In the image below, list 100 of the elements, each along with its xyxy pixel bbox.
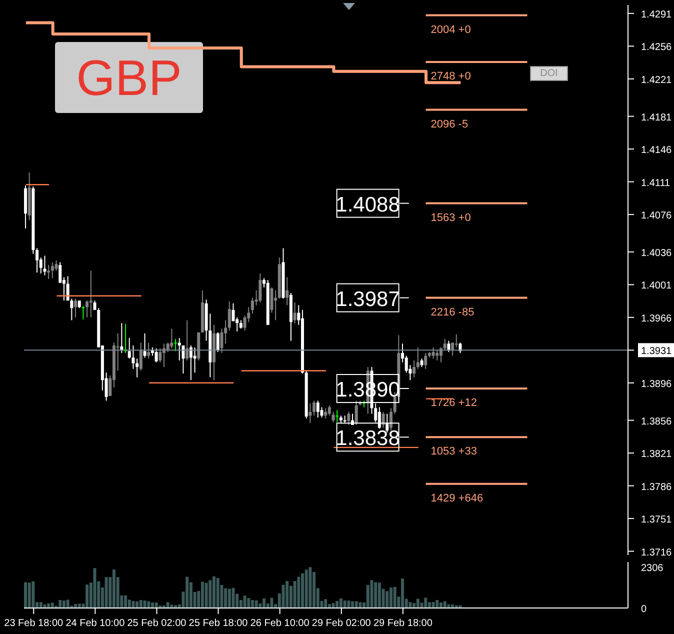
bar: [250, 600, 254, 608]
x-tick-label: 29 Feb 18:00: [373, 618, 433, 629]
candlestick: [232, 302, 235, 322]
annotation: 1563 +0: [430, 212, 471, 224]
candlestick: [143, 332, 146, 358]
candlestick: [436, 350, 439, 361]
bar: [232, 588, 235, 608]
candlestick: [174, 338, 178, 352]
bar: [154, 602, 158, 608]
candlestick: [424, 352, 428, 370]
candlestick: [443, 338, 446, 351]
bar: [389, 588, 392, 608]
y-tick-label: 1.4181: [641, 112, 672, 124]
candlestick: [316, 400, 320, 418]
bar: [28, 582, 31, 608]
candlestick: [136, 358, 139, 378]
bar: [78, 604, 81, 608]
candlestick: [147, 342, 150, 360]
bar: [228, 588, 231, 608]
candlestick: [454, 334, 458, 348]
y-tick-label: 1.4221: [641, 74, 672, 86]
bar: [308, 567, 312, 608]
candlestick: [250, 297, 254, 314]
bar: [143, 600, 146, 608]
bar: [424, 598, 428, 608]
bar: [86, 584, 89, 608]
y-tick-label: 1.3966: [641, 313, 672, 324]
candlestick: [216, 332, 220, 353]
bar: [358, 602, 362, 608]
bar: [58, 600, 62, 608]
candlestick: [270, 286, 274, 314]
bar: [170, 604, 174, 608]
bar: [39, 602, 42, 608]
candlestick: [258, 272, 262, 303]
bar: [304, 570, 308, 608]
annotation: 1053 +33: [430, 446, 477, 458]
x-tick-label: 25 Feb 02:00: [127, 618, 187, 629]
y-tick-label: 1.4146: [641, 145, 672, 156]
candlestick: [47, 264, 50, 280]
candlestick: [89, 270, 92, 318]
candlestick: [389, 408, 392, 432]
bar: [247, 598, 250, 608]
x-tick-label: 26 Feb 10:00: [250, 618, 310, 629]
bar: [166, 602, 170, 608]
candlestick: [336, 410, 339, 423]
y-tick-label: 2306: [641, 563, 664, 574]
bar: [128, 600, 131, 608]
bar: [408, 602, 412, 608]
bar: [412, 603, 416, 608]
candlestick: [354, 400, 358, 426]
annotation: 1429 +646: [430, 492, 484, 504]
bar: [401, 578, 404, 608]
bar: [343, 600, 346, 608]
candlestick: [74, 298, 78, 318]
bar: [393, 586, 396, 608]
candlestick: [36, 248, 39, 274]
y-tick-label: 1.3716: [641, 547, 672, 558]
bar: [436, 600, 439, 608]
bar: [24, 582, 27, 608]
bar: [347, 600, 350, 608]
annotation: 2216 -85: [430, 306, 474, 318]
bar: [370, 580, 374, 608]
candlestick: [93, 300, 96, 310]
text: GBP: [55, 42, 203, 113]
y-tick-label: 1.4111: [641, 178, 671, 189]
bar: [204, 582, 208, 608]
annotation: DOI: [530, 66, 568, 81]
candlestick: [347, 411, 350, 426]
bar: [243, 596, 246, 608]
y-tick-label: 1.4076: [641, 210, 672, 222]
bar: [300, 573, 304, 608]
candlestick: [324, 408, 328, 419]
candlestick: [139, 342, 142, 372]
candlestick: [224, 320, 228, 344]
annotation: 2096 -5: [430, 118, 468, 130]
bar: [286, 581, 289, 608]
bar: [50, 602, 54, 608]
bar: [139, 600, 142, 608]
y-tick-label: 1.3821: [641, 449, 672, 460]
bar: [386, 591, 389, 608]
x-tick-label: 23 Feb 18:00: [4, 618, 64, 629]
bar: [124, 595, 128, 608]
y-tick-label: 1.4256: [641, 42, 672, 54]
bar: [336, 600, 339, 608]
x-tick-label: 25 Feb 18:00: [188, 618, 248, 629]
bar: [216, 578, 220, 608]
bar: [282, 584, 285, 608]
candlestick: [332, 411, 335, 423]
bar: [324, 599, 328, 608]
bar: [66, 600, 70, 608]
bar: [112, 569, 116, 608]
bar: [439, 602, 442, 608]
y-tick-label: 1.4036: [641, 248, 672, 259]
bar: [212, 576, 216, 608]
candlestick: [286, 276, 289, 306]
bar: [416, 598, 420, 608]
y-tick-label: 0: [641, 604, 647, 615]
bar: [132, 600, 135, 608]
bar: [262, 598, 266, 608]
bar: [432, 602, 435, 608]
